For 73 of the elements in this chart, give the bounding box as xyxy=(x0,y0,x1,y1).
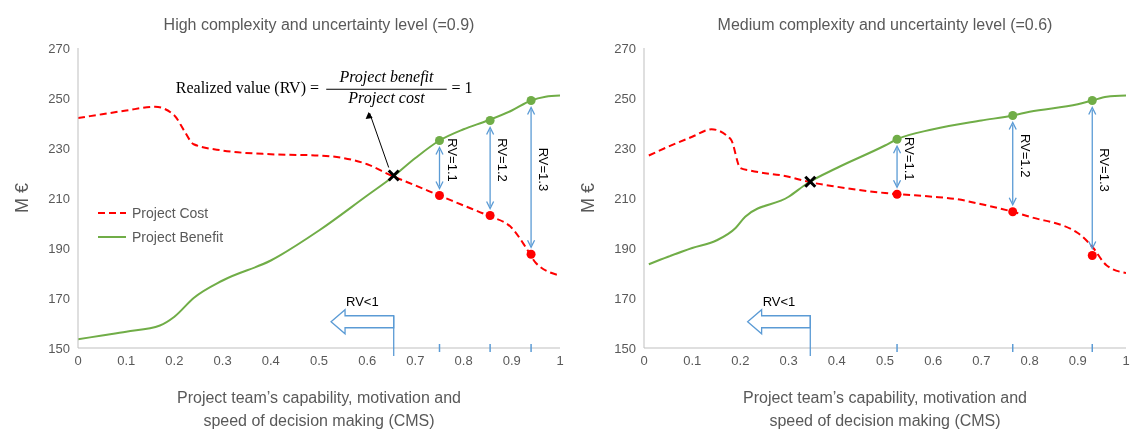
y-tick-label: 170 xyxy=(48,290,70,306)
y-axis-title: M € xyxy=(578,182,598,214)
line-series xyxy=(78,105,560,277)
x-tick-label: 0.1 xyxy=(683,353,702,369)
y-tick-label: 190 xyxy=(48,240,70,256)
point xyxy=(1087,96,1097,105)
x-tick-label: 0.2 xyxy=(731,353,750,369)
x-tick-label: 0.8 xyxy=(454,353,473,369)
x-tick-label: 0.9 xyxy=(1068,353,1087,369)
point xyxy=(892,189,902,199)
y-tick-label: 210 xyxy=(48,190,70,206)
point xyxy=(1008,207,1018,217)
x-tick-label: 0.8 xyxy=(1020,353,1039,369)
line-series xyxy=(647,94,1126,266)
point xyxy=(526,96,536,105)
point xyxy=(526,249,536,259)
x-tick-label: 0 xyxy=(74,353,82,369)
annotation: Project cost xyxy=(347,89,426,107)
point xyxy=(435,191,444,200)
point xyxy=(803,175,817,189)
chart-title: High complexity and uncertainty level (=0.9) xyxy=(163,16,475,33)
x-tick-label: 0.4 xyxy=(827,353,846,369)
y-tick-label: 170 xyxy=(614,290,636,306)
x-axis-title: Project team’s capability, motivation and speed of decision making (CMS) xyxy=(177,389,461,429)
line-series xyxy=(647,128,1126,274)
y-tick-label: 270 xyxy=(48,40,70,56)
y-tick-label: 190 xyxy=(614,240,636,256)
y-tick-label: 150 xyxy=(48,340,70,356)
x-tick-label: 0.7 xyxy=(406,353,425,369)
annotation: RV=1.2 xyxy=(495,138,511,182)
annotation: RV=1.3 xyxy=(536,147,552,192)
point xyxy=(387,169,401,182)
x-tick-label: 0.6 xyxy=(358,353,377,369)
y-tick-label: 270 xyxy=(614,40,636,56)
annotation: RV=1.3 xyxy=(1097,148,1113,192)
legend-label: Project Cost xyxy=(132,205,209,221)
annotation: Project benefit xyxy=(338,67,435,86)
x-tick-label: 0.5 xyxy=(875,353,895,369)
y-tick-label: 230 xyxy=(614,140,636,156)
x-tick-label: 0.6 xyxy=(924,353,943,369)
x-tick-label: 0.1 xyxy=(117,353,136,369)
x-tick-label: 0.3 xyxy=(213,353,232,369)
chart-title: Medium complexity and uncertainty level (=0.6) xyxy=(717,16,1053,33)
y-tick-label: 250 xyxy=(614,90,636,106)
legend-label: Project Benefit xyxy=(132,229,224,245)
annotation: RV=1.1 xyxy=(902,137,918,181)
x-tick-label: 0.4 xyxy=(261,353,280,369)
x-tick-label: 0 xyxy=(640,353,648,369)
x-tick-label: 1 xyxy=(1122,353,1130,369)
x-tick-label: 1 xyxy=(556,353,564,369)
y-axis-title: M € xyxy=(12,182,32,214)
x-axis-title: Project team’s capability, motivation and speed of decision making (CMS) xyxy=(743,389,1027,429)
annotation: = 1 xyxy=(451,79,473,96)
x-tick-label: 0.7 xyxy=(972,353,991,369)
point xyxy=(892,134,902,144)
point xyxy=(435,136,444,145)
x-tick-label: 0.9 xyxy=(502,353,521,369)
y-tick-label: 230 xyxy=(48,140,70,156)
point xyxy=(485,116,495,125)
x-tick-label: 0.5 xyxy=(309,353,329,369)
point xyxy=(1008,111,1018,120)
x-tick-label: 0.3 xyxy=(779,353,798,369)
y-tick-label: 250 xyxy=(48,90,70,106)
annotation: RV=1.1 xyxy=(444,138,460,182)
y-tick-label: 150 xyxy=(614,340,636,356)
point xyxy=(1087,251,1097,260)
point xyxy=(485,211,495,220)
annotation: RV<1 xyxy=(346,293,379,309)
annotation: RV<1 xyxy=(762,293,796,309)
annotation: Realized value (RV) = xyxy=(175,79,319,97)
y-tick-label: 210 xyxy=(614,190,636,206)
annotation: RV=1.2 xyxy=(1017,133,1033,178)
x-tick-label: 0.2 xyxy=(165,353,184,369)
